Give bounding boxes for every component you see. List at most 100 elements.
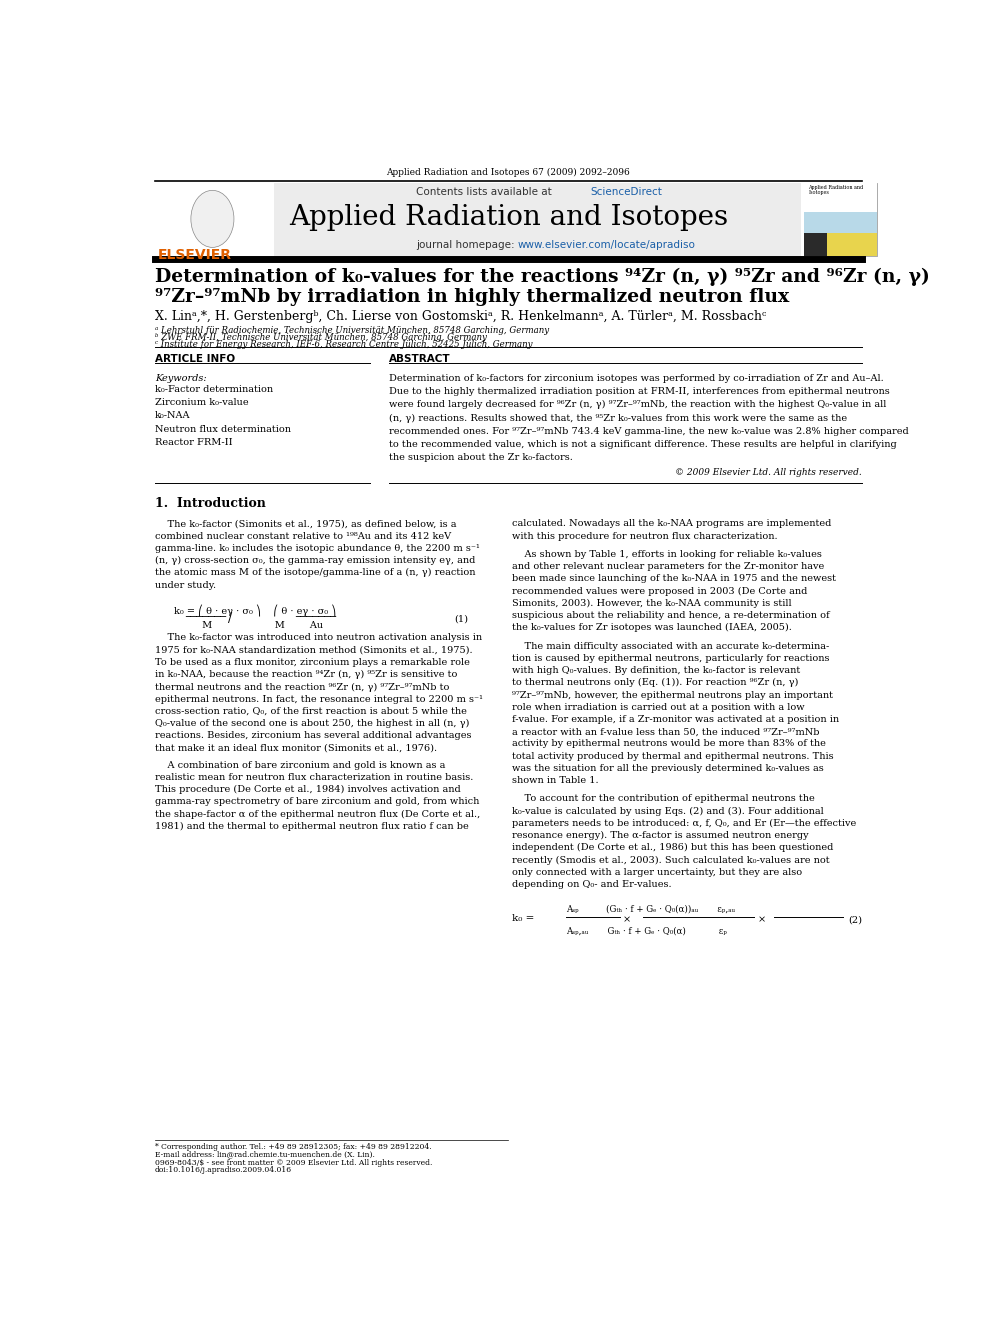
Text: under study.: under study. bbox=[155, 581, 216, 590]
FancyBboxPatch shape bbox=[155, 183, 801, 255]
Text: Determination of k₀-factors for zirconium isotopes was performed by co-irradiati: Determination of k₀-factors for zirconiu… bbox=[389, 373, 884, 382]
Text: X. Linᵃ,*, H. Gerstenbergᵇ, Ch. Lierse von Gostomskiᵃ, R. Henkelmannᵃ, A. Türler: X. Linᵃ,*, H. Gerstenbergᵇ, Ch. Lierse v… bbox=[155, 310, 766, 323]
Text: 1975 for k₀-NAA standardization method (Simonits et al., 1975).: 1975 for k₀-NAA standardization method (… bbox=[155, 646, 472, 655]
FancyBboxPatch shape bbox=[165, 590, 460, 634]
Text: a reactor with an f-value less than 50, the induced ⁹⁷Zr–⁹⁷mNb: a reactor with an f-value less than 50, … bbox=[512, 728, 819, 736]
Text: Simonits, 2003). However, the k₀-NAA community is still: Simonits, 2003). However, the k₀-NAA com… bbox=[512, 599, 792, 609]
Text: epithermal neutrons. In fact, the resonance integral to 2200 m s⁻¹: epithermal neutrons. In fact, the resona… bbox=[155, 695, 483, 704]
Text: Applied Radiation and: Applied Radiation and bbox=[808, 185, 863, 191]
Text: gamma-ray spectrometry of bare zirconium and gold, from which: gamma-ray spectrometry of bare zirconium… bbox=[155, 798, 479, 807]
Text: recommended ones. For ⁹⁷Zr–⁹⁷mNb 743.4 keV gamma-line, the new k₀-value was 2.8%: recommended ones. For ⁹⁷Zr–⁹⁷mNb 743.4 k… bbox=[389, 427, 909, 435]
Text: were found largely decreased for ⁹⁶Zr (n, γ) ⁹⁷Zr–⁹⁷mNb, the reaction with the h: were found largely decreased for ⁹⁶Zr (n… bbox=[389, 400, 887, 409]
Text: activity by epithermal neutrons would be more than 83% of the: activity by epithermal neutrons would be… bbox=[512, 740, 826, 749]
Text: Isotopes: Isotopes bbox=[808, 191, 829, 196]
Text: 1.  Introduction: 1. Introduction bbox=[155, 497, 266, 509]
Text: A combination of bare zirconium and gold is known as a: A combination of bare zirconium and gold… bbox=[155, 761, 445, 770]
Text: 1981) and the thermal to epithermal neutron flux ratio f can be: 1981) and the thermal to epithermal neut… bbox=[155, 822, 468, 831]
Text: * Corresponding author. Tel.: +49 89 28912305; fax: +49 89 28912204.: * Corresponding author. Tel.: +49 89 289… bbox=[155, 1143, 432, 1151]
Text: ⁹⁷Zr–⁹⁷mNb, however, the epithermal neutrons play an important: ⁹⁷Zr–⁹⁷mNb, however, the epithermal neut… bbox=[512, 691, 833, 700]
Text: k₀ =: k₀ = bbox=[512, 914, 535, 922]
Text: (1): (1) bbox=[454, 614, 468, 623]
Text: ×: × bbox=[622, 916, 630, 925]
FancyBboxPatch shape bbox=[805, 212, 878, 233]
Text: ARTICLE INFO: ARTICLE INFO bbox=[155, 355, 235, 364]
Text: the k₀-values for Zr isotopes was launched (IAEA, 2005).: the k₀-values for Zr isotopes was launch… bbox=[512, 623, 793, 632]
Text: k₀-NAA: k₀-NAA bbox=[155, 411, 190, 421]
Text: Zirconium k₀-value: Zirconium k₀-value bbox=[155, 398, 248, 407]
Text: ScienceDirect: ScienceDirect bbox=[590, 188, 663, 197]
Text: The main difficulty associated with an accurate k₀-determina-: The main difficulty associated with an a… bbox=[512, 642, 829, 651]
Text: tion is caused by epithermal neutrons, particularly for reactions: tion is caused by epithermal neutrons, p… bbox=[512, 654, 829, 663]
Text: Reactor FRM-II: Reactor FRM-II bbox=[155, 438, 232, 447]
Circle shape bbox=[190, 191, 234, 247]
Text: recommended values were proposed in 2003 (De Corte and: recommended values were proposed in 2003… bbox=[512, 586, 807, 595]
Text: Applied Radiation and Isotopes: Applied Radiation and Isotopes bbox=[289, 204, 728, 230]
Text: depending on Q₀- and Er-values.: depending on Q₀- and Er-values. bbox=[512, 880, 672, 889]
Text: To account for the contribution of epithermal neutrons the: To account for the contribution of epith… bbox=[512, 794, 815, 803]
Text: To be used as a flux monitor, zirconium plays a remarkable role: To be used as a flux monitor, zirconium … bbox=[155, 658, 469, 667]
Text: The k₀-factor was introduced into neutron activation analysis in: The k₀-factor was introduced into neutro… bbox=[155, 634, 482, 643]
Text: the atomic mass M of the isotope/gamma-line of a (n, γ) reaction: the atomic mass M of the isotope/gamma-l… bbox=[155, 569, 475, 577]
Text: ABSTRACT: ABSTRACT bbox=[389, 355, 450, 364]
FancyBboxPatch shape bbox=[805, 183, 878, 255]
Text: k₀-value is calculated by using Eqs. (2) and (3). Four additional: k₀-value is calculated by using Eqs. (2)… bbox=[512, 807, 824, 816]
Text: ×: × bbox=[758, 916, 766, 925]
Text: Contents lists available at: Contents lists available at bbox=[417, 188, 558, 197]
Text: E-mail address: lin@rad.chemie.tu-muenchen.de (X. Lin).: E-mail address: lin@rad.chemie.tu-muench… bbox=[155, 1150, 375, 1158]
Text: role when irradiation is carried out at a position with a low: role when irradiation is carried out at … bbox=[512, 703, 805, 712]
Text: M                    M        Au: M M Au bbox=[174, 622, 323, 630]
Text: (2): (2) bbox=[848, 916, 862, 925]
Text: with high Q₀-values. By definition, the k₀-factor is relevant: with high Q₀-values. By definition, the … bbox=[512, 665, 801, 675]
Text: combined nuclear constant relative to ¹⁹⁸Au and its 412 keV: combined nuclear constant relative to ¹⁹… bbox=[155, 532, 451, 541]
Text: only connected with a larger uncertainty, but they are also: only connected with a larger uncertainty… bbox=[512, 868, 803, 877]
Text: in k₀-NAA, because the reaction ⁹⁴Zr (n, γ) ⁹⁵Zr is sensitive to: in k₀-NAA, because the reaction ⁹⁴Zr (n,… bbox=[155, 671, 457, 679]
Text: suspicious about the reliability and hence, a re-determination of: suspicious about the reliability and hen… bbox=[512, 611, 830, 620]
Text: Neutron flux determination: Neutron flux determination bbox=[155, 425, 291, 434]
Text: was the situation for all the previously determined k₀-values as: was the situation for all the previously… bbox=[512, 763, 824, 773]
Text: Q₀-value of the second one is about 250, the highest in all (n, γ): Q₀-value of the second one is about 250,… bbox=[155, 720, 469, 728]
Text: ᵇ ZWE FRM-II, Technische Universität München, 85748 Garching, Germany: ᵇ ZWE FRM-II, Technische Universität Mün… bbox=[155, 333, 487, 341]
FancyBboxPatch shape bbox=[805, 233, 827, 255]
Text: journal homepage:: journal homepage: bbox=[417, 241, 518, 250]
Text: ᶜ Institute for Energy Research, IEF-6, Research Centre Jülich, 52425 Jülich, Ge: ᶜ Institute for Energy Research, IEF-6, … bbox=[155, 340, 533, 349]
Text: with this procedure for neutron flux characterization.: with this procedure for neutron flux cha… bbox=[512, 532, 778, 541]
FancyBboxPatch shape bbox=[827, 233, 878, 255]
Text: total activity produced by thermal and epithermal neutrons. This: total activity produced by thermal and e… bbox=[512, 751, 834, 761]
Text: realistic mean for neutron flux characterization in routine basis.: realistic mean for neutron flux characte… bbox=[155, 773, 473, 782]
Text: gamma-line. k₀ includes the isotopic abundance θ, the 2200 m s⁻¹: gamma-line. k₀ includes the isotopic abu… bbox=[155, 544, 479, 553]
Text: ⁹⁷Zr–⁹⁷mNb by irradiation in highly thermalized neutron flux: ⁹⁷Zr–⁹⁷mNb by irradiation in highly ther… bbox=[155, 288, 789, 306]
Text: ELSEVIER: ELSEVIER bbox=[158, 249, 232, 262]
Text: thermal neutrons and the reaction ⁹⁶Zr (n, γ) ⁹⁷Zr–⁹⁷mNb to: thermal neutrons and the reaction ⁹⁶Zr (… bbox=[155, 683, 449, 692]
Text: that make it an ideal flux monitor (Simonits et al., 1976).: that make it an ideal flux monitor (Simo… bbox=[155, 744, 436, 753]
Text: ᵃ Lehrstuhl für Radiochemie, Technische Universität München, 85748 Garching, Ger: ᵃ Lehrstuhl für Radiochemie, Technische … bbox=[155, 325, 549, 335]
Text: to the recommended value, which is not a significant difference. These results a: to the recommended value, which is not a… bbox=[389, 441, 897, 448]
Text: reactions. Besides, zirconium has several additional advantages: reactions. Besides, zirconium has severa… bbox=[155, 732, 471, 741]
Text: Keywords:: Keywords: bbox=[155, 373, 206, 382]
Text: /: / bbox=[228, 613, 232, 624]
Text: to thermal neutrons only (Eq. (1)). For reaction ⁹⁶Zr (n, γ): to thermal neutrons only (Eq. (1)). For … bbox=[512, 679, 799, 688]
Text: f-value. For example, if a Zr-monitor was activated at a position in: f-value. For example, if a Zr-monitor wa… bbox=[512, 714, 839, 724]
Text: ───────: ─────── bbox=[186, 613, 226, 622]
FancyBboxPatch shape bbox=[805, 183, 878, 212]
Text: Due to the highly thermalized irradiation position at FRM-II, interferences from: Due to the highly thermalized irradiatio… bbox=[389, 386, 890, 396]
Text: ───────: ─────── bbox=[295, 613, 336, 622]
Text: Applied Radiation and Isotopes 67 (2009) 2092–2096: Applied Radiation and Isotopes 67 (2009)… bbox=[387, 168, 630, 177]
Text: doi:10.1016/j.apradiso.2009.04.016: doi:10.1016/j.apradiso.2009.04.016 bbox=[155, 1167, 292, 1175]
Text: Aₛₚ,ₐᵤ       Gₜₕ · f + Gₑ · Q₀(α)            εₚ: Aₛₚ,ₐᵤ Gₜₕ · f + Gₑ · Q₀(α) εₚ bbox=[566, 927, 727, 935]
Text: © 2009 Elsevier Ltd. All rights reserved.: © 2009 Elsevier Ltd. All rights reserved… bbox=[676, 468, 862, 478]
Text: and other relevant nuclear parameters for the Zr-monitor have: and other relevant nuclear parameters fo… bbox=[512, 562, 824, 572]
Text: (n, γ) cross-section σ₀, the gamma-ray emission intensity eγ, and: (n, γ) cross-section σ₀, the gamma-ray e… bbox=[155, 556, 475, 565]
FancyBboxPatch shape bbox=[155, 183, 274, 255]
Text: the suspicion about the Zr k₀-factors.: the suspicion about the Zr k₀-factors. bbox=[389, 454, 573, 462]
Text: Aₛₚ          (Gₜₕ · f + Gₑ · Q₀(α))ₐᵤ       εₚ,ₐᵤ: Aₛₚ (Gₜₕ · f + Gₑ · Q₀(α))ₐᵤ εₚ,ₐᵤ bbox=[566, 905, 735, 913]
Text: recently (Smodis et al., 2003). Such calculated k₀-values are not: recently (Smodis et al., 2003). Such cal… bbox=[512, 856, 830, 865]
Text: parameters needs to be introduced: α, f, Q₀, and Er (Er—the effective: parameters needs to be introduced: α, f,… bbox=[512, 819, 856, 828]
Text: shown in Table 1.: shown in Table 1. bbox=[512, 777, 599, 785]
Text: been made since launching of the k₀-NAA in 1975 and the newest: been made since launching of the k₀-NAA … bbox=[512, 574, 836, 583]
Text: As shown by Table 1, efforts in looking for reliable k₀-values: As shown by Table 1, efforts in looking … bbox=[512, 550, 822, 558]
Text: calculated. Nowadays all the k₀-NAA programs are implemented: calculated. Nowadays all the k₀-NAA prog… bbox=[512, 520, 831, 528]
Text: This procedure (De Corte et al., 1984) involves activation and: This procedure (De Corte et al., 1984) i… bbox=[155, 786, 460, 794]
Text: (n, γ) reactions. Results showed that, the ⁹⁵Zr k₀-values from this work were th: (n, γ) reactions. Results showed that, t… bbox=[389, 413, 847, 422]
Text: the shape-factor α of the epithermal neutron flux (De Corte et al.,: the shape-factor α of the epithermal neu… bbox=[155, 810, 480, 819]
Text: cross-section ratio, Q₀, of the first reaction is about 5 while the: cross-section ratio, Q₀, of the first re… bbox=[155, 706, 466, 716]
